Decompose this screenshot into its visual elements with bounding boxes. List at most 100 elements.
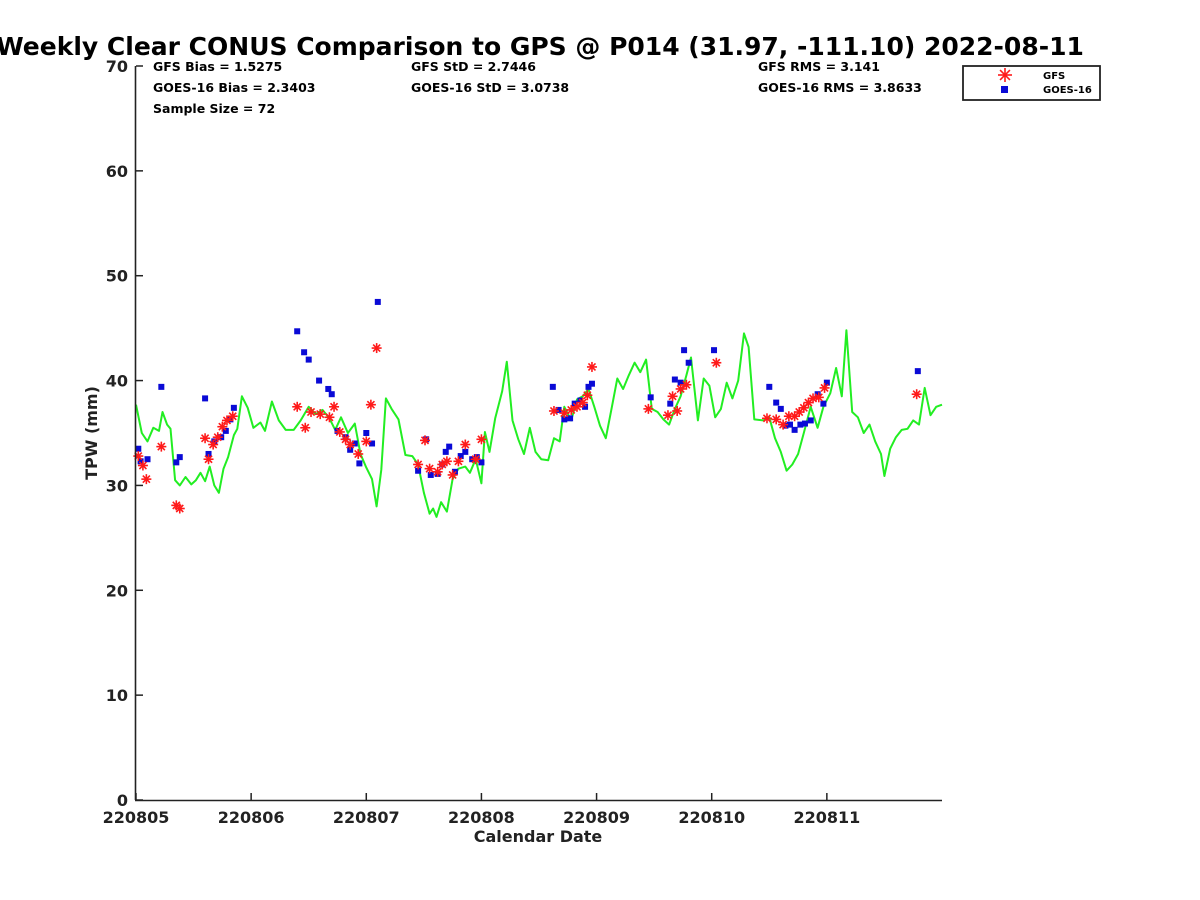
goes-16-point — [347, 446, 354, 453]
goes-16-point — [647, 394, 654, 401]
gfs-std-stat: GFS StD = 2.7446 — [411, 59, 536, 74]
gfs-point — [334, 426, 345, 437]
goes-16-point — [202, 395, 209, 402]
gfs-point — [789, 411, 800, 422]
legend: GFS GOES-16 — [962, 65, 1101, 101]
goes-16-point — [685, 359, 692, 366]
gfs-series — [133, 343, 922, 514]
goes-16-point — [328, 391, 335, 398]
gfs-point — [548, 405, 559, 416]
gfs-point — [227, 411, 238, 422]
goes-16-point — [711, 347, 718, 354]
goes-16-point — [356, 460, 363, 467]
goes-16-point — [442, 448, 449, 455]
goes-16-point — [176, 454, 183, 461]
y-tick-label: 60 — [106, 162, 128, 181]
goes-16-point — [158, 383, 165, 390]
goes-16-point — [677, 379, 684, 386]
gfs-point — [217, 421, 228, 432]
gfs-point — [329, 401, 340, 412]
legend-gfs-label: GFS — [1043, 71, 1065, 82]
goes-16-point — [457, 453, 464, 460]
y-tick-label: 70 — [106, 57, 128, 76]
goes-16-point — [222, 427, 229, 434]
y-tick-label: 30 — [106, 476, 128, 495]
gfs-point — [761, 413, 772, 424]
goes-16-point — [787, 421, 794, 428]
y-tick-label: 0 — [117, 791, 128, 810]
goes-16-point — [294, 328, 301, 335]
goes-16-point — [334, 427, 341, 434]
x-tick-label: 220809 — [563, 808, 630, 827]
goes-16-point — [325, 385, 332, 392]
gfs-point — [667, 391, 678, 402]
goes-16-point — [667, 400, 674, 407]
goes-16-point — [561, 416, 568, 423]
gfs-point — [675, 383, 686, 394]
legend-goes-label: GOES-16 — [1043, 85, 1092, 96]
gfs-point — [156, 441, 167, 452]
gfs-bias-stat: GFS Bias = 1.5275 — [153, 59, 282, 74]
sample-size-stat: Sample Size = 72 — [153, 101, 275, 116]
gfs-point — [208, 439, 219, 450]
gfs-point — [813, 392, 824, 403]
gfs-point — [432, 466, 443, 477]
goes-16-point — [351, 440, 358, 447]
gfs-point — [460, 439, 471, 450]
y-tick-label: 40 — [106, 372, 128, 391]
goes-16-point — [814, 391, 821, 398]
x-tick-label: 220805 — [103, 808, 170, 827]
goes-16-point — [427, 471, 434, 478]
gfs-point — [221, 415, 232, 426]
gfs-point — [771, 414, 782, 425]
goes-16-point — [681, 347, 688, 354]
gfs-point — [586, 361, 597, 372]
goes-16-point — [766, 383, 773, 390]
gfs-point — [577, 397, 588, 408]
goes-16-point — [801, 420, 808, 427]
gfs-point — [212, 432, 223, 443]
gfs-point — [582, 390, 593, 401]
gfs-point — [371, 343, 382, 354]
gfs-point — [365, 399, 376, 410]
legend-gfs-marker — [998, 68, 1012, 82]
gfs-point — [571, 401, 582, 412]
gfs-point — [420, 435, 431, 446]
goes-bias-stat: GOES-16 Bias = 2.3403 — [153, 80, 315, 95]
gfs-point — [681, 379, 692, 390]
gfs-point — [361, 436, 372, 447]
gfs-point — [141, 474, 152, 485]
gfs-point — [778, 419, 789, 430]
gfs-point — [441, 456, 452, 467]
gfs-point — [306, 407, 317, 418]
goes-16-point — [205, 450, 212, 457]
goes-16-point — [773, 399, 780, 406]
chart-title: Weekly Clear CONUS Comparison to GPS @ P… — [0, 32, 1084, 61]
gfs-point — [203, 454, 214, 465]
x-tick-label: 220807 — [333, 808, 400, 827]
goes-16-point — [137, 458, 144, 465]
gfs-point — [662, 410, 673, 421]
x-tick-label: 220811 — [793, 808, 860, 827]
gfs-point — [470, 454, 481, 465]
goes-16-point — [369, 440, 376, 447]
gfs-point — [476, 434, 487, 445]
goes-16-point — [316, 377, 323, 384]
goes-std-stat: GOES-16 StD = 3.0738 — [411, 80, 569, 95]
gfs-point — [200, 433, 211, 444]
x-axis-label: Calendar Date — [474, 827, 603, 846]
goes-16-point — [588, 380, 595, 387]
goes-16-point — [462, 448, 469, 455]
gfs-point — [174, 503, 185, 514]
gfs-rms-stat: GFS RMS = 3.141 — [758, 59, 880, 74]
goes-16-point — [820, 400, 827, 407]
goes-16-point — [173, 459, 180, 466]
goes-16-point — [374, 298, 381, 305]
gfs-point — [911, 389, 922, 400]
gfs-point — [324, 412, 335, 423]
x-tick-label: 220806 — [218, 808, 285, 827]
goes-16-point — [446, 443, 453, 450]
goes-16-point — [582, 403, 589, 410]
goes-16-point — [914, 368, 921, 375]
